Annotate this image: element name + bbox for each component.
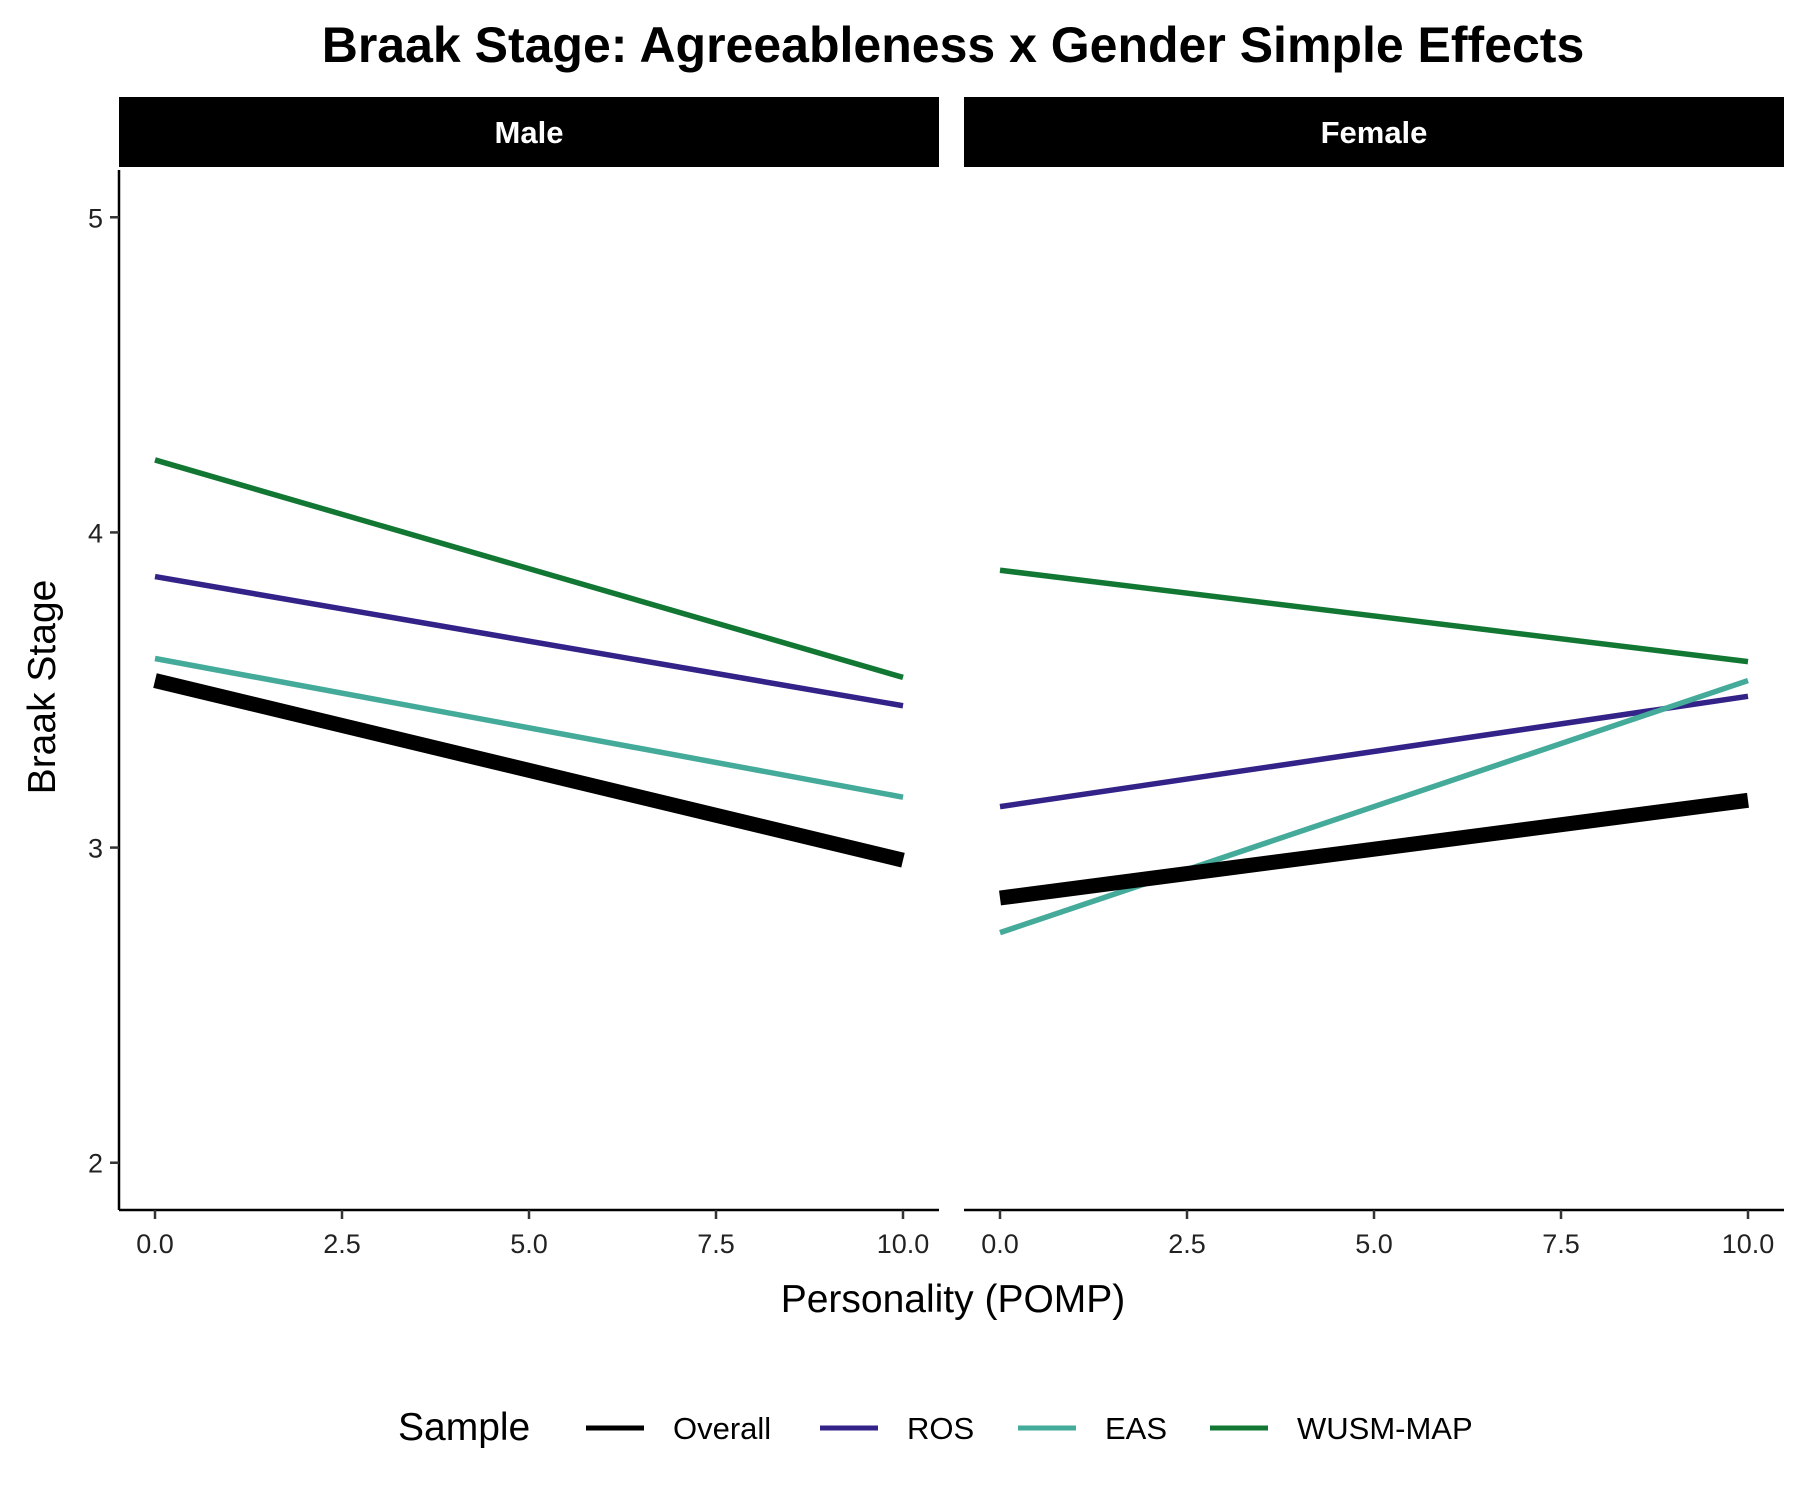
y-axis-title: Braak Stage [21,580,64,795]
y-tick-label: 3 [88,834,103,864]
series-line-ros-female [999,693,1749,810]
x-tick-label-female: 10.0 [1722,1229,1775,1259]
x-tick-label-female: 2.5 [1168,1229,1206,1259]
y-tick-label: 5 [88,203,103,233]
series-line-ros-male [154,573,904,709]
facet-strip-male [119,97,939,167]
legend: Sample Overall ROS EAS WUSM-MAP [398,1406,1473,1449]
legend-title: Sample [398,1406,530,1449]
series-line-overall-female [999,792,1749,906]
panel-female: Female 0.0 2.5 5.0 7.5 10.0 [964,97,1784,1259]
legend-label-eas: EAS [1105,1411,1167,1446]
legend-label-overall: Overall [673,1411,771,1446]
x-tick-label-male: 7.5 [697,1229,735,1259]
series-line-eas-male [154,655,904,800]
legend-label-wusm-map: WUSM-MAP [1297,1411,1473,1446]
panel-male: Male 0.0 2.5 5.0 7.5 10.0 2 3 4 5 [88,97,939,1259]
legend-item-overall: Overall [586,1411,771,1446]
y-tick-label: 4 [88,518,103,548]
series-line-wusm-map-male [154,457,904,681]
chart-title: Braak Stage: Agreeableness x Gender Simp… [322,17,1585,73]
x-axis-title: Personality (POMP) [781,1278,1126,1321]
series-line-eas-female [999,677,1749,936]
x-tick-label-male: 0.0 [136,1229,174,1259]
y-tick-label: 2 [88,1149,103,1179]
facet-strip-female [964,97,1784,167]
x-tick-label-female: 0.0 [981,1229,1019,1259]
x-tick-label-female: 7.5 [1542,1229,1580,1259]
legend-label-ros: ROS [907,1411,974,1446]
series-line-overall-male [153,673,905,868]
series-line-wusm-map-female [999,567,1749,665]
x-tick-label-male: 5.0 [510,1229,548,1259]
legend-item-wusm-map: WUSM-MAP [1210,1411,1473,1446]
x-tick-label-male: 10.0 [877,1229,930,1259]
facet-panels: Male 0.0 2.5 5.0 7.5 10.0 2 3 4 5 Female 0.0 2.5 5.0 7… [88,97,1784,1259]
legend-item-ros: ROS [820,1411,974,1446]
x-tick-label-male: 2.5 [323,1229,361,1259]
legend-item-eas: EAS [1018,1411,1167,1446]
facet-label-female: Female [1321,115,1428,150]
x-tick-label-female: 5.0 [1355,1229,1393,1259]
facet-label-male: Male [495,115,564,150]
